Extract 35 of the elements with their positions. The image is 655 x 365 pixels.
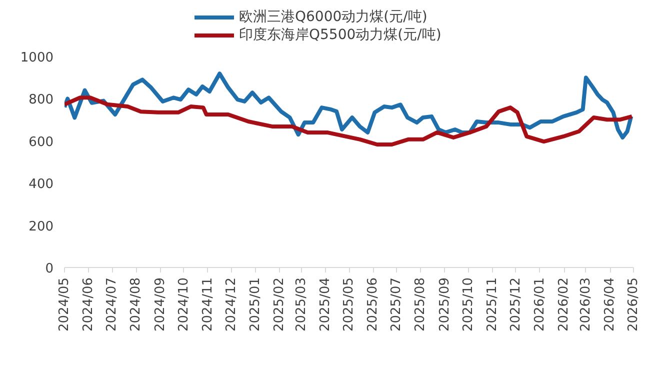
y-tick-label: 200 [28,219,54,234]
y-tick-label: 1000 [20,50,54,66]
y-tick-label: 800 [28,92,54,108]
x-tick-label: 2024/07 [104,277,120,332]
x-tick-label: 2025/07 [389,277,404,332]
y-tick-label: 400 [28,177,54,192]
x-tick-label: 2025/06 [366,277,381,332]
x-tick-label: 2026/03 [578,277,594,332]
x-tick-label: 2025/10 [460,277,476,332]
x-tick-label: 2024/09 [152,277,168,332]
line-series [64,72,634,140]
legend-label: 印度东海岸Q5500动力煤(元/吨) [239,26,442,44]
x-tick-label: 2024/08 [128,277,144,332]
x-tick-label: 2025/09 [437,277,452,332]
x-tick-label: 2025/05 [342,277,356,332]
x-tick-label: 2025/01 [248,277,263,332]
x-tick-label: 2025/11 [484,277,500,332]
x-tick-label: 2025/08 [413,277,428,332]
x-tick-label: 2025/12 [508,277,524,332]
x-tick-label: 2025/04 [318,277,334,332]
y-tick-label: 600 [28,134,54,150]
x-tick-label: 2026/02 [556,277,572,332]
x-tick-label: 2024/06 [81,277,96,332]
y-tick-label: 0 [45,262,54,276]
x-tick-label: 2024/11 [200,277,216,332]
line-series [64,96,634,146]
x-tick-label: 2024/12 [224,277,239,332]
x-tick-label: 2025/02 [272,277,288,332]
x-tick-label: 2026/01 [532,277,548,332]
x-tick-label: 2026/04 [602,277,618,332]
x-tick-label: 2024/05 [57,277,72,332]
legend-label: 欧洲三港Q6000动力煤(元/吨) [239,8,428,26]
x-tick-label: 2026/05 [626,277,641,332]
x-tick-label: 2025/03 [294,277,309,332]
x-tick-label: 2024/10 [176,277,192,332]
